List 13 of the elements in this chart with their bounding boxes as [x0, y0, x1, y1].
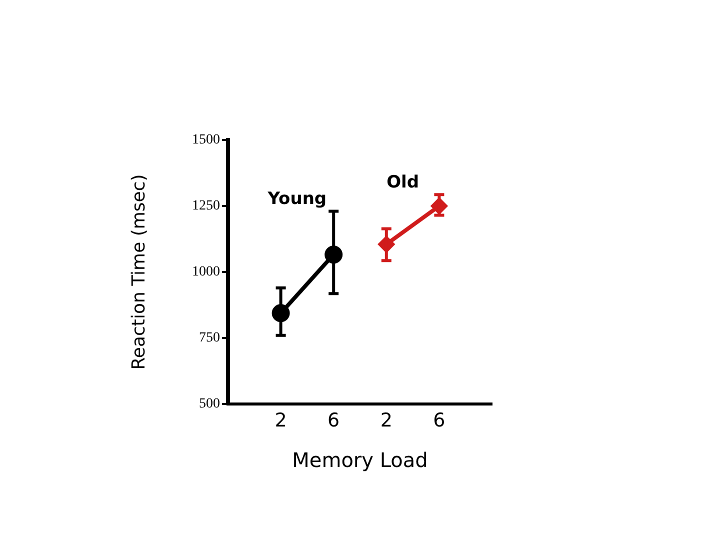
x-tick-label: 6 [433, 409, 446, 432]
y-tick-label: 1250 [192, 198, 220, 214]
text: Young [266, 189, 327, 210]
series-label: Old [386, 172, 420, 193]
y-axis-title: Reaction Time (msec) [128, 174, 150, 370]
y-tick-label: 1000 [192, 264, 220, 280]
x-tick-label: 6 [328, 409, 340, 432]
x-tick-label: 2 [380, 409, 392, 432]
y-tick-label: 1500 [192, 132, 220, 148]
y-tick-label: 750 [199, 330, 220, 346]
x-axis-title: Memory Load [292, 448, 428, 472]
y-tick-label: 500 [199, 396, 220, 412]
x-tick-label: 2 [274, 409, 287, 432]
